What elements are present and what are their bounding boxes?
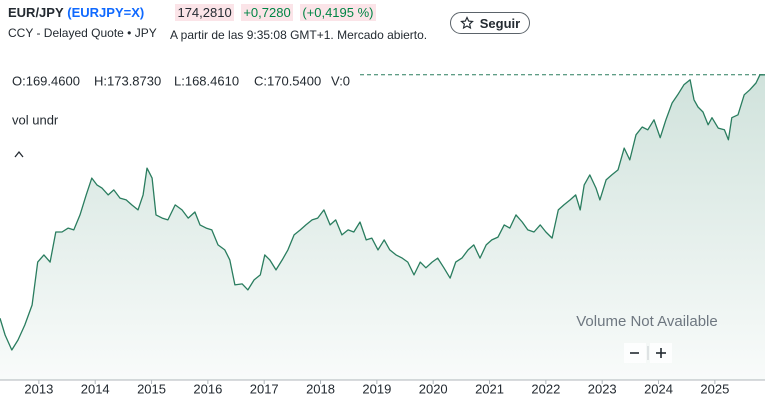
x-tick-label: 2018 [306, 381, 335, 396]
follow-button[interactable]: Seguir [450, 12, 530, 34]
zoom-out-button[interactable] [624, 343, 646, 363]
zoom-in-button[interactable] [650, 343, 672, 363]
ohlc-high: H:173.8730 [94, 73, 161, 88]
x-tick-label: 2019 [362, 381, 391, 396]
x-tick-label: 2015 [137, 381, 166, 396]
price-line [0, 74, 765, 351]
x-tick-label: 2023 [588, 381, 617, 396]
quote-symbol[interactable]: (EURJPY=X) [67, 5, 145, 20]
quote-name: EUR/JPY [8, 5, 64, 20]
quote-timestamp: A partir de las 9:35:08 GMT+1. Mercado a… [170, 28, 428, 42]
ohlc-low: L:168.4610 [174, 73, 239, 88]
x-tick-label: 2013 [24, 381, 53, 396]
x-tick-label: 2016 [193, 381, 222, 396]
ohlc-close: C:170.5400 [254, 73, 321, 88]
x-tick-label: 2025 [700, 381, 729, 396]
x-tick-label: 2021 [475, 381, 504, 396]
ohlc-readout: O:169.4600 H:173.8730 L:168.4610 C:170.5… [12, 73, 350, 88]
quote-change: +0,7280 [241, 4, 293, 21]
star-icon [459, 16, 474, 30]
ohlc-open: O:169.4600 [12, 73, 80, 88]
price-area [0, 74, 765, 381]
x-tick-label: 2020 [419, 381, 448, 396]
x-tick-label: 2017 [250, 381, 279, 396]
x-tick-label: 2014 [81, 381, 110, 396]
quote-price: 174,2810 [175, 4, 234, 21]
x-tick-label: 2022 [531, 381, 560, 396]
ohlc-volume: V:0 [331, 73, 350, 88]
quote-source: CCY - Delayed Quote • JPY [8, 26, 157, 40]
volume-note: Volume Not Available [576, 313, 717, 330]
quote-header: EUR/JPY (EURJPY=X) 174,2810 +0,7280 (+0,… [8, 4, 376, 21]
x-tick-label: 2024 [644, 381, 673, 396]
quote-change-percent: (+0,4195 %) [300, 4, 376, 21]
follow-label: Seguir [479, 15, 521, 31]
collapse-icon[interactable] [14, 150, 24, 158]
indicator-label: vol undr [12, 112, 59, 127]
